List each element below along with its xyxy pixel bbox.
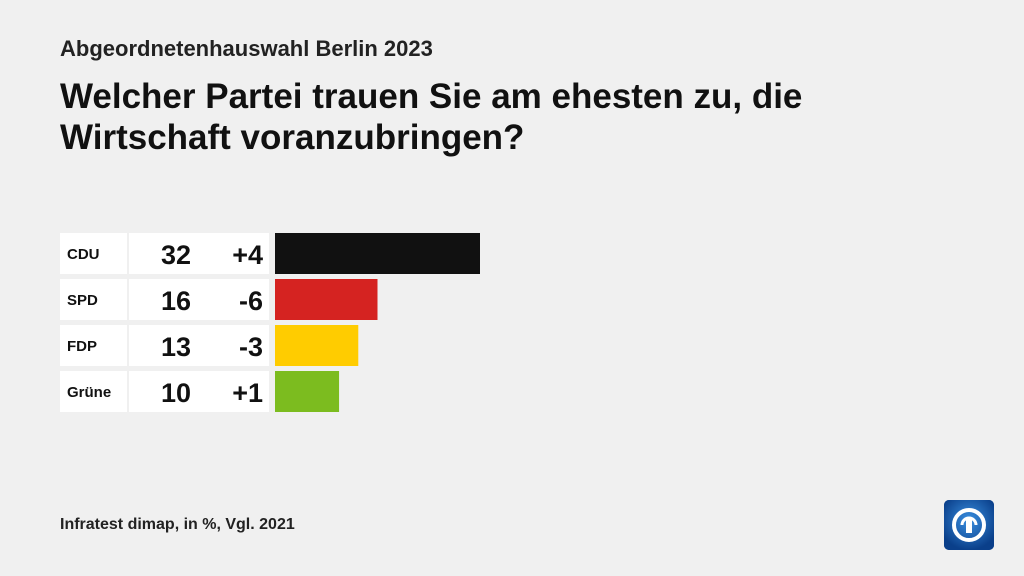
category-label: Grüne (67, 384, 111, 401)
chart-subtitle: Abgeordnetenhauswahl Berlin 2023 (60, 36, 433, 61)
bar (275, 325, 359, 366)
value-box (129, 279, 269, 320)
value-label: 10 (161, 378, 191, 408)
bar (275, 279, 378, 320)
party-label-box (60, 371, 127, 412)
bar (275, 233, 480, 274)
source-note: Infratest dimap, in %, Vgl. 2021 (60, 516, 295, 533)
category-label: FDP (67, 338, 97, 355)
chart-title: Welcher Partei trauen Sie am ehesten zu,… (60, 77, 803, 157)
value-label: 16 (161, 286, 191, 316)
change-label: -3 (239, 332, 263, 362)
party-label-box (60, 233, 127, 274)
value-box (129, 325, 269, 366)
value-box (129, 233, 269, 274)
value-box (129, 371, 269, 412)
value-label: 32 (161, 240, 191, 270)
category-label: CDU (67, 246, 100, 263)
bar (275, 371, 340, 412)
value-label: 13 (161, 332, 191, 362)
ard-logo-icon (944, 500, 994, 550)
bar-row: Grüne 10 +1 (60, 371, 340, 412)
change-label: +4 (232, 240, 263, 270)
bar-row: FDP 13 -3 (60, 325, 359, 366)
party-label-box (60, 325, 127, 366)
bar-row: CDU 32 +4 (60, 233, 480, 274)
category-label: SPD (67, 292, 98, 309)
change-label: +1 (232, 378, 263, 408)
change-label: -6 (239, 286, 263, 316)
bar-row: SPD 16 -6 (60, 279, 378, 320)
party-label-box (60, 279, 127, 320)
